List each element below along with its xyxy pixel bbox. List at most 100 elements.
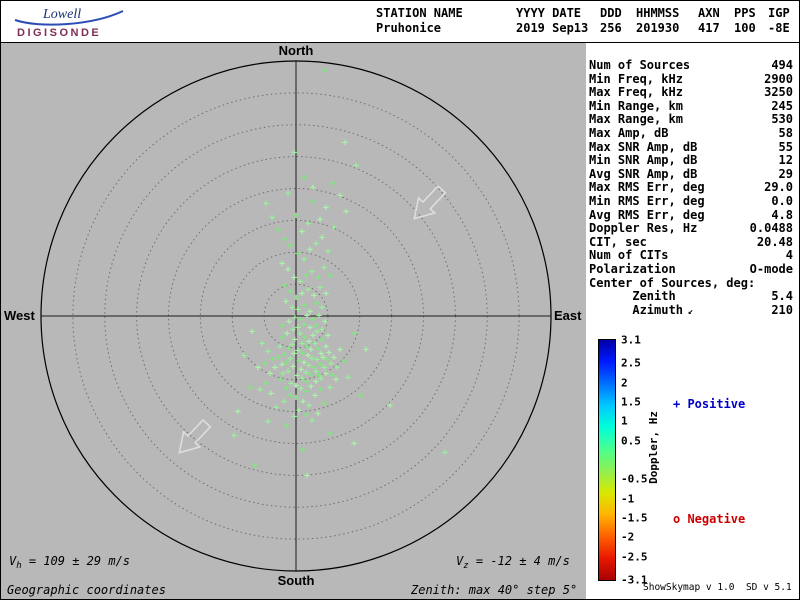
source-point: + <box>317 360 323 371</box>
coordinates-label: Geographic coordinates <box>7 583 166 597</box>
stats-row: Doppler Res, Hz 0.0488 <box>589 222 793 236</box>
source-point: + <box>309 267 315 278</box>
source-point: + <box>269 355 275 366</box>
source-point: + <box>281 235 287 246</box>
colorbar-tick-label: -3.1 <box>621 573 648 587</box>
stats-label: Max SNR Amp, dB <box>589 139 698 154</box>
stats-value: 4 <box>785 248 793 263</box>
source-point: + <box>306 361 312 372</box>
source-point: + <box>304 311 310 322</box>
source-point: + <box>309 197 315 208</box>
source-point: + <box>304 342 310 353</box>
source-point: + <box>322 66 328 77</box>
header-col-value: Pruhonice <box>376 21 442 35</box>
header-col-value: -8E <box>768 21 790 35</box>
stats-label: Center of Sources, deg: <box>589 275 756 290</box>
vh-rest: = 109 ± 29 m/s <box>22 554 130 568</box>
source-point: + <box>315 273 321 284</box>
source-point: + <box>303 410 309 421</box>
source-point: + <box>289 340 295 351</box>
source-point: + <box>305 285 311 296</box>
colorbar-tick-label: -2 <box>621 530 635 544</box>
source-point: + <box>315 409 321 420</box>
stats-value: 20.48 <box>756 234 793 249</box>
source-point: + <box>323 369 329 380</box>
source-point: + <box>300 349 306 360</box>
source-point: + <box>291 412 297 423</box>
source-point: + <box>327 383 333 394</box>
source-point: + <box>308 382 314 393</box>
source-point: + <box>278 375 284 386</box>
stats-row: CIT, sec 20.48 <box>589 234 793 250</box>
stats-row: Min RMS Err, deg 0.0 <box>589 193 793 209</box>
source-point: + <box>299 227 305 238</box>
stats-label: Min RMS Err, deg <box>589 193 705 208</box>
source-point: + <box>345 373 351 384</box>
stats-row: Polarization O-mode <box>589 262 793 277</box>
stats-label: Min Freq, kHz <box>589 71 683 86</box>
header-col: AXN 417 <box>698 6 734 36</box>
source-point: + <box>280 369 286 380</box>
source-point: + <box>295 346 301 357</box>
stats-label: Zenith <box>589 289 676 304</box>
source-point: + <box>324 355 330 366</box>
source-point: + <box>352 329 358 340</box>
drift-direction-arrow <box>413 184 447 220</box>
source-point: + <box>323 289 329 300</box>
vh-value: Vh = 109 ± 29 m/s <box>9 554 130 571</box>
logo-graphic: Lowell DIGISONDE <box>14 7 124 39</box>
header-columns: STATION NAME Pruhonice YYYY DATE 2019 Sep13… <box>376 6 798 36</box>
source-point: + <box>296 356 302 367</box>
source-point: + <box>312 391 318 402</box>
source-point: + <box>316 371 322 382</box>
source-point: + <box>353 161 359 172</box>
source-point: + <box>293 381 299 392</box>
source-point: + <box>263 199 269 210</box>
stats-value: 58 <box>778 125 793 140</box>
source-point: + <box>292 335 298 346</box>
source-point: + <box>343 207 349 218</box>
vh-sub: h <box>16 561 21 571</box>
logo-swoosh <box>14 10 124 26</box>
stats-row: Min SNR Amp, dB 12 <box>589 154 793 168</box>
lowell-digisonde-logo: Lowell DIGISONDE <box>9 3 139 41</box>
source-point: + <box>279 259 285 270</box>
source-point: + <box>284 358 290 369</box>
legend-negative: o Negative <box>673 512 746 526</box>
source-point: + <box>318 349 324 360</box>
stats-label: Max Range, km <box>589 112 683 127</box>
source-point: + <box>298 365 304 376</box>
source-point: + <box>286 317 292 328</box>
source-point: + <box>321 363 327 374</box>
header-col: YYYY DATE 2019 Sep13 <box>516 6 600 36</box>
skymap-panel: + + + + + + + + + + + + + + + + + + + + + + + + + + + + + + + + + + + + + + + +… <box>1 43 586 599</box>
source-point: + <box>281 350 287 361</box>
source-point: + <box>277 342 283 353</box>
source-point: + <box>313 239 319 250</box>
header-col: STATION NAME Pruhonice <box>376 6 516 36</box>
zenith-step-label: Zenith: max 40° step 5° <box>410 583 577 597</box>
header-col-value: 256 <box>600 21 622 35</box>
source-point: + <box>309 416 315 427</box>
source-point: + <box>305 351 311 362</box>
source-point: + <box>279 333 285 344</box>
stats-row: Min Freq, kHz 2900 <box>589 71 793 87</box>
stats-label: Avg SNR Amp, dB <box>589 166 698 181</box>
source-point: + <box>329 371 335 382</box>
source-point: + <box>319 335 325 346</box>
header-col-label: AXN <box>698 6 720 20</box>
source-point: + <box>283 297 289 308</box>
source-point: + <box>284 329 290 340</box>
source-point: + <box>317 215 323 226</box>
source-point: + <box>387 401 393 412</box>
source-point: + <box>303 387 309 398</box>
source-point: + <box>294 371 300 382</box>
source-point: + <box>287 287 293 298</box>
source-point: + <box>291 273 297 284</box>
source-point: + <box>301 173 307 184</box>
stats-row: Max SNR Amp, dB 55 <box>589 139 793 155</box>
source-point: + <box>299 289 305 300</box>
source-point: + <box>325 247 331 258</box>
source-point: + <box>308 345 314 356</box>
stats-row: Max Amp, dB 58 <box>589 125 793 141</box>
